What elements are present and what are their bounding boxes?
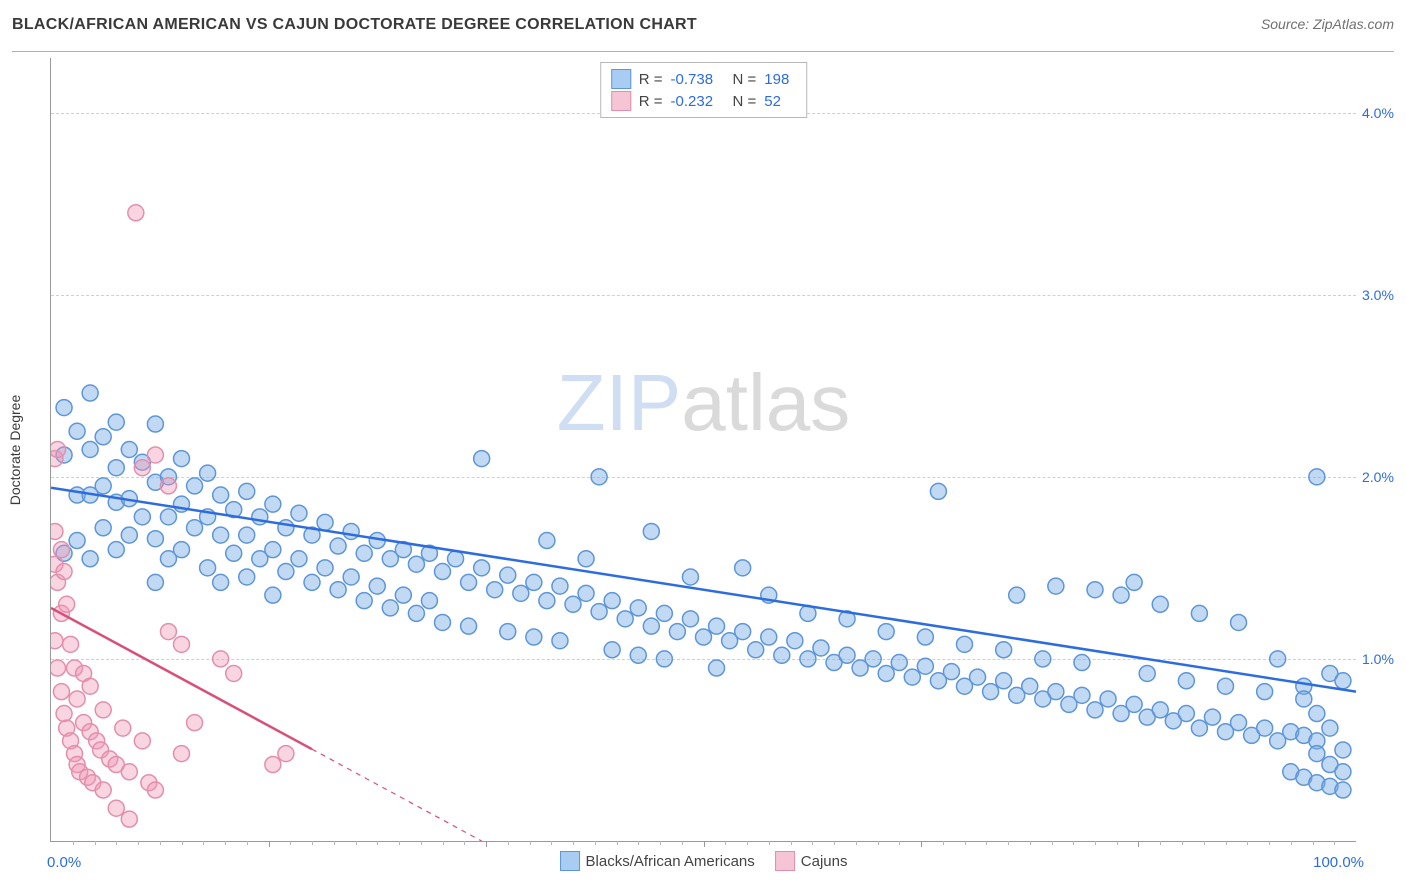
trend-line	[51, 488, 1356, 692]
x-tick-minor	[682, 841, 683, 845]
x-tick-minor	[399, 841, 400, 845]
source-name: ZipAtlas.com	[1313, 16, 1394, 32]
x-tick-minor	[791, 841, 792, 845]
legend-n-value: 52	[764, 93, 796, 110]
trend-line-extrapolated	[312, 749, 482, 841]
source-prefix: Source:	[1261, 16, 1313, 32]
stats-legend-row: R = -0.738 N = 198	[611, 68, 797, 90]
x-tick-minor	[1030, 841, 1031, 845]
x-tick-minor	[747, 841, 748, 845]
legend-n-label: N =	[733, 71, 757, 88]
x-tick-minor	[203, 841, 204, 845]
x-tick-major	[1138, 841, 1139, 847]
x-tick-minor	[421, 841, 422, 845]
x-tick-minor	[160, 841, 161, 845]
legend-r-label: R =	[639, 93, 663, 110]
y-axis-label: Doctorate Degree	[7, 394, 23, 505]
x-tick-minor	[1073, 841, 1074, 845]
x-tick-minor	[769, 841, 770, 845]
x-tick-minor	[595, 841, 596, 845]
x-tick-minor	[356, 841, 357, 845]
stats-legend: R = -0.738 N = 198 R = -0.232 N = 52	[600, 62, 808, 118]
x-tick-minor	[965, 841, 966, 845]
x-tick-minor	[834, 841, 835, 845]
series-legend: Blacks/African Americans Cajuns	[560, 851, 848, 871]
x-tick-minor	[551, 841, 552, 845]
x-axis-min-label: 0.0%	[47, 854, 81, 871]
x-tick-minor	[1095, 841, 1096, 845]
x-tick-minor	[1269, 841, 1270, 845]
x-tick-minor	[617, 841, 618, 845]
x-tick-minor	[660, 841, 661, 845]
x-tick-minor	[95, 841, 96, 845]
x-tick-minor	[116, 841, 117, 845]
legend-swatch	[775, 851, 795, 871]
x-tick-minor	[986, 841, 987, 845]
x-tick-minor	[182, 841, 183, 845]
x-tick-minor	[1334, 841, 1335, 845]
y-tick-label: 2.0%	[1362, 469, 1404, 485]
stats-legend-row: R = -0.232 N = 52	[611, 90, 797, 112]
y-tick-label: 3.0%	[1362, 287, 1404, 303]
x-tick-minor	[1182, 841, 1183, 845]
x-tick-minor	[1052, 841, 1053, 845]
x-tick-minor	[247, 841, 248, 845]
trend-lines-layer	[51, 58, 1356, 841]
y-tick-label: 4.0%	[1362, 105, 1404, 121]
x-tick-minor	[1008, 841, 1009, 845]
x-tick-minor	[73, 841, 74, 845]
x-tick-minor	[530, 841, 531, 845]
legend-r-label: R =	[639, 71, 663, 88]
legend-n-label: N =	[733, 93, 757, 110]
x-tick-minor	[1247, 841, 1248, 845]
x-tick-minor	[1313, 841, 1314, 845]
x-tick-minor	[1291, 841, 1292, 845]
legend-swatch	[611, 91, 631, 111]
x-tick-minor	[508, 841, 509, 845]
chart-area: Doctorate Degree ZIPatlas R = -0.738 N =…	[50, 58, 1356, 842]
x-tick-minor	[138, 841, 139, 845]
x-tick-minor	[856, 841, 857, 845]
x-tick-minor	[812, 841, 813, 845]
x-tick-minor	[464, 841, 465, 845]
legend-swatch	[611, 69, 631, 89]
x-tick-minor	[573, 841, 574, 845]
series-legend-label: Blacks/African Americans	[586, 853, 755, 870]
x-tick-major	[269, 841, 270, 847]
x-tick-minor	[1117, 841, 1118, 845]
x-tick-minor	[1226, 841, 1227, 845]
x-tick-minor	[334, 841, 335, 845]
x-tick-minor	[1160, 841, 1161, 845]
series-legend-item: Cajuns	[775, 851, 848, 871]
x-tick-minor	[878, 841, 879, 845]
x-tick-minor	[638, 841, 639, 845]
trend-line	[51, 608, 312, 749]
x-tick-major	[921, 841, 922, 847]
x-tick-major	[704, 841, 705, 847]
legend-r-value: -0.738	[671, 71, 725, 88]
y-tick-label: 1.0%	[1362, 651, 1404, 667]
x-tick-minor	[943, 841, 944, 845]
x-tick-minor	[290, 841, 291, 845]
series-legend-label: Cajuns	[801, 853, 848, 870]
x-tick-minor	[443, 841, 444, 845]
x-tick-minor	[377, 841, 378, 845]
chart-source: Source: ZipAtlas.com	[1261, 16, 1394, 32]
legend-r-value: -0.232	[671, 93, 725, 110]
x-tick-minor	[899, 841, 900, 845]
x-tick-major	[486, 841, 487, 847]
x-tick-minor	[312, 841, 313, 845]
legend-swatch	[560, 851, 580, 871]
x-tick-minor	[225, 841, 226, 845]
x-axis-max-label: 100.0%	[1313, 854, 1364, 871]
series-legend-item: Blacks/African Americans	[560, 851, 755, 871]
x-tick-minor	[725, 841, 726, 845]
chart-title: BLACK/AFRICAN AMERICAN VS CAJUN DOCTORAT…	[12, 16, 697, 34]
legend-n-value: 198	[764, 71, 796, 88]
plot-region: Doctorate Degree ZIPatlas R = -0.738 N =…	[50, 58, 1356, 842]
x-tick-minor	[1204, 841, 1205, 845]
chart-header: BLACK/AFRICAN AMERICAN VS CAJUN DOCTORAT…	[12, 16, 1394, 52]
